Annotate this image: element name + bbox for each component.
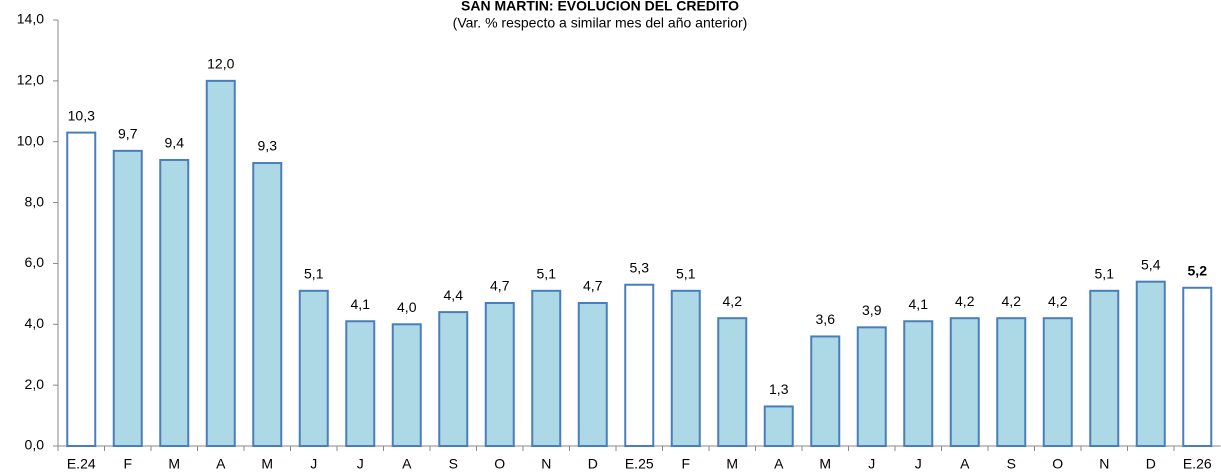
data-label: 5,1: [1095, 266, 1115, 282]
bar: [252, 162, 283, 447]
x-tick-label: E.25: [625, 456, 654, 472]
bar: [856, 326, 887, 448]
data-label: 3,9: [862, 302, 882, 318]
x-tick-label: N: [541, 456, 551, 472]
x-tick-label: M: [261, 456, 273, 472]
x-tick-label: J: [915, 456, 922, 472]
data-label: 10,3: [68, 107, 95, 123]
x-tick-label: F: [123, 456, 132, 472]
x-tick-label: M: [168, 456, 180, 472]
chart-title: SAN MARTÍN: EVOLUCIÓN DEL CRÉDITO: [461, 0, 739, 14]
bar: [1042, 317, 1073, 448]
bar: [1135, 280, 1166, 447]
x-tick-label: A: [774, 456, 784, 472]
x-tick-label: M: [819, 456, 831, 472]
bar: [903, 320, 934, 447]
data-label: 9,4: [165, 135, 185, 151]
x-tick-label: J: [868, 456, 875, 472]
bar: [484, 301, 515, 447]
x-tick-label: J: [357, 456, 364, 472]
y-tick-label: 2,0: [25, 376, 45, 392]
data-label: 4,7: [583, 278, 603, 294]
y-tick-label: 14,0: [17, 11, 44, 27]
x-tick-label: O: [1052, 456, 1063, 472]
data-label: 4,7: [490, 278, 510, 294]
bar: [949, 317, 980, 448]
bar: [670, 289, 701, 448]
bar: [205, 79, 236, 447]
data-label: 4,4: [444, 287, 464, 303]
data-label: 5,1: [676, 266, 696, 282]
bar: [1089, 289, 1120, 448]
data-label: 9,7: [118, 126, 138, 142]
y-tick-label: 6,0: [25, 254, 45, 270]
bar: [159, 158, 190, 447]
data-label: 12,0: [207, 56, 234, 72]
y-tick-label: 12,0: [17, 72, 44, 88]
y-tick-label: 10,0: [17, 132, 44, 148]
chart-subtitle: (Var. % respecto a similar mes del año a…: [453, 15, 748, 31]
data-label: 3,6: [816, 311, 836, 327]
data-label: 4,1: [909, 296, 929, 312]
y-tick-label: 4,0: [25, 315, 45, 331]
x-tick-label: M: [726, 456, 738, 472]
x-tick-label: A: [402, 456, 412, 472]
x-tick-label: E.24: [67, 456, 96, 472]
data-label: 9,3: [258, 138, 278, 154]
bar: [345, 320, 376, 447]
y-tick-label: 0,0: [25, 437, 45, 453]
bar: [577, 301, 608, 447]
data-label: 4,1: [351, 296, 371, 312]
data-label: 4,2: [1002, 293, 1022, 309]
x-tick-label: S: [1007, 456, 1016, 472]
bar: [531, 289, 562, 448]
bar: [763, 405, 794, 448]
data-label: 4,0: [397, 299, 417, 315]
data-label: 5,3: [630, 259, 650, 275]
bar: [624, 283, 655, 447]
bar: [810, 335, 841, 448]
data-label: 5,1: [537, 266, 557, 282]
data-label: 5,2: [1188, 262, 1208, 278]
bar: [438, 311, 469, 447]
data-label: 5,4: [1141, 256, 1161, 272]
bar: [996, 317, 1027, 448]
y-tick-label: 8,0: [25, 193, 45, 209]
x-tick-label: A: [960, 456, 970, 472]
bar: [717, 317, 748, 448]
x-tick-label: F: [681, 456, 690, 472]
x-tick-label: E.26: [1183, 456, 1212, 472]
data-label: 4,2: [723, 293, 743, 309]
x-tick-label: S: [449, 456, 458, 472]
bar: [391, 323, 422, 447]
bar: [112, 149, 143, 447]
bar: [298, 289, 329, 448]
bar: [1182, 286, 1213, 447]
x-tick-label: O: [494, 456, 505, 472]
data-label: 4,2: [955, 293, 975, 309]
x-tick-label: N: [1099, 456, 1109, 472]
x-tick-label: A: [216, 456, 226, 472]
x-tick-label: D: [588, 456, 598, 472]
data-label: 5,1: [304, 266, 324, 282]
bar: [66, 131, 97, 447]
data-label: 1,3: [769, 381, 789, 397]
x-tick-label: J: [310, 456, 317, 472]
x-tick-label: D: [1146, 456, 1156, 472]
data-label: 4,2: [1048, 293, 1068, 309]
